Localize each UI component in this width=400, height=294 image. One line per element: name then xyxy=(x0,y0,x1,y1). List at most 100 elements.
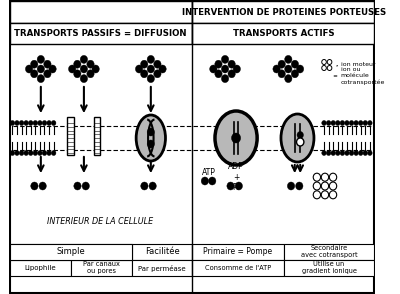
Bar xyxy=(132,244,192,260)
Text: INTERIEUR DE LA CELLULE: INTERIEUR DE LA CELLULE xyxy=(47,218,154,226)
Circle shape xyxy=(313,182,320,190)
Circle shape xyxy=(26,65,33,73)
Circle shape xyxy=(326,151,331,156)
Circle shape xyxy=(278,60,285,68)
Circle shape xyxy=(154,60,161,68)
Circle shape xyxy=(221,65,229,73)
Circle shape xyxy=(10,151,15,156)
Circle shape xyxy=(291,70,298,78)
Circle shape xyxy=(42,121,47,126)
Circle shape xyxy=(210,65,217,73)
Circle shape xyxy=(228,60,235,68)
Circle shape xyxy=(47,121,51,126)
Circle shape xyxy=(363,121,368,126)
Circle shape xyxy=(336,121,340,126)
Circle shape xyxy=(33,151,38,156)
Circle shape xyxy=(37,75,44,83)
Bar xyxy=(71,244,132,260)
Circle shape xyxy=(273,65,280,73)
Circle shape xyxy=(215,70,222,78)
Circle shape xyxy=(331,151,336,156)
Bar xyxy=(192,244,284,260)
Bar xyxy=(10,244,71,260)
Circle shape xyxy=(68,65,76,73)
Circle shape xyxy=(349,151,354,156)
Circle shape xyxy=(42,151,47,156)
Text: Secondaire
avec cotransport: Secondaire avec cotransport xyxy=(301,245,358,258)
Circle shape xyxy=(321,182,329,190)
Circle shape xyxy=(329,191,337,199)
Circle shape xyxy=(147,128,154,136)
Circle shape xyxy=(278,70,285,78)
Circle shape xyxy=(28,151,33,156)
Circle shape xyxy=(228,70,235,78)
Circle shape xyxy=(354,121,358,126)
Text: ion moteur: ion moteur xyxy=(340,61,375,66)
Circle shape xyxy=(285,55,292,64)
Circle shape xyxy=(313,173,320,181)
Circle shape xyxy=(363,151,368,156)
Circle shape xyxy=(326,121,331,126)
Circle shape xyxy=(31,182,38,190)
Bar xyxy=(94,117,100,155)
Circle shape xyxy=(19,151,24,156)
Circle shape xyxy=(38,151,42,156)
Bar xyxy=(284,260,374,276)
Circle shape xyxy=(19,121,24,126)
Circle shape xyxy=(297,131,304,138)
Circle shape xyxy=(149,182,156,190)
Text: Par canaux
ou pores: Par canaux ou pores xyxy=(83,261,120,275)
Text: ion ou
molécule
cotransportée: ion ou molécule cotransportée xyxy=(340,67,385,85)
Circle shape xyxy=(327,59,332,64)
Circle shape xyxy=(82,182,90,190)
Circle shape xyxy=(15,121,19,126)
Circle shape xyxy=(329,182,337,190)
Circle shape xyxy=(147,140,154,148)
Circle shape xyxy=(285,65,292,73)
Circle shape xyxy=(10,121,15,126)
Circle shape xyxy=(147,65,154,73)
Circle shape xyxy=(368,121,372,126)
Bar xyxy=(192,260,284,276)
Bar xyxy=(284,244,374,260)
Bar xyxy=(68,117,74,155)
Circle shape xyxy=(349,121,354,126)
Text: TRANSPORTS ACTIFS: TRANSPORTS ACTIFS xyxy=(233,29,334,38)
Circle shape xyxy=(24,151,28,156)
Circle shape xyxy=(321,191,329,199)
Circle shape xyxy=(136,65,143,73)
Circle shape xyxy=(321,173,329,181)
Text: Lipophile: Lipophile xyxy=(24,265,56,271)
Circle shape xyxy=(345,121,349,126)
Circle shape xyxy=(354,151,358,156)
Text: Par perméase: Par perméase xyxy=(138,265,186,271)
Circle shape xyxy=(74,60,81,68)
Circle shape xyxy=(51,121,56,126)
Circle shape xyxy=(327,66,332,71)
Circle shape xyxy=(331,121,336,126)
Circle shape xyxy=(49,65,56,73)
Circle shape xyxy=(227,182,234,190)
Circle shape xyxy=(140,60,148,68)
Text: TRANSPORTS PASSIFS = DIFFUSION: TRANSPORTS PASSIFS = DIFFUSION xyxy=(14,29,187,38)
Circle shape xyxy=(322,59,326,64)
Text: Primaire = Pompe: Primaire = Pompe xyxy=(203,248,272,256)
Circle shape xyxy=(313,191,320,199)
Circle shape xyxy=(39,182,46,190)
Bar xyxy=(10,244,132,260)
Circle shape xyxy=(80,55,88,64)
Circle shape xyxy=(80,65,88,73)
Circle shape xyxy=(235,182,242,190)
Circle shape xyxy=(201,177,208,185)
Circle shape xyxy=(291,60,298,68)
Circle shape xyxy=(74,70,81,78)
Ellipse shape xyxy=(136,115,166,161)
Circle shape xyxy=(47,151,51,156)
Bar xyxy=(192,23,374,44)
Circle shape xyxy=(87,70,94,78)
Circle shape xyxy=(159,65,166,73)
Circle shape xyxy=(28,121,33,126)
Bar xyxy=(132,260,192,276)
Circle shape xyxy=(215,60,222,68)
Circle shape xyxy=(44,60,51,68)
